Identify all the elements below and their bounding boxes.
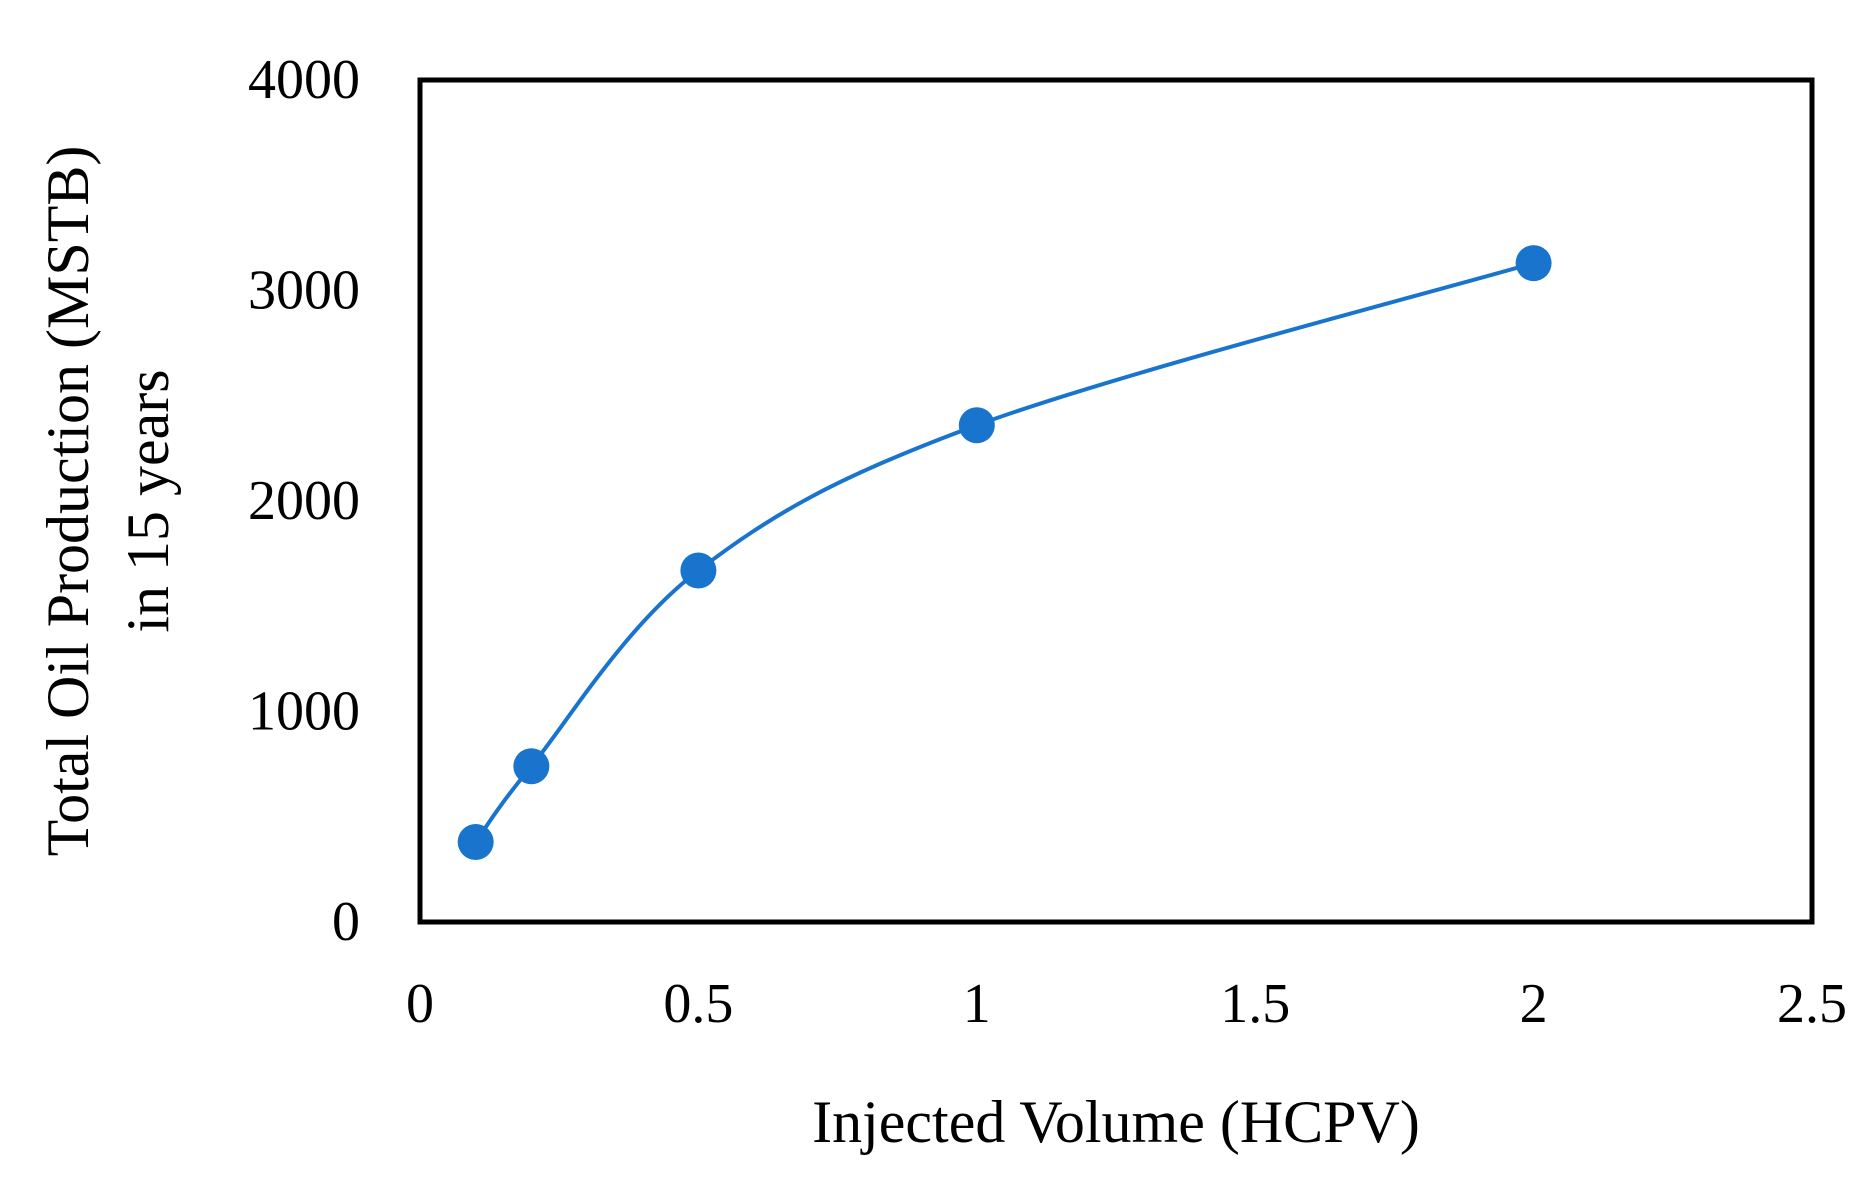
series-layer	[457, 245, 1552, 861]
y-tick-label: 4000	[248, 49, 360, 111]
plot-area-frame	[417, 77, 1815, 925]
y-axis-title-line-1: Total Oil Production (MSTB)	[35, 146, 101, 857]
data-point	[513, 748, 550, 785]
data-point	[457, 824, 494, 861]
data-point	[680, 552, 717, 589]
x-tick-label: 1	[963, 973, 991, 1035]
x-tick-label: 2.5	[1777, 973, 1847, 1035]
series-line	[474, 261, 1535, 844]
y-tick-label: 0	[332, 891, 360, 953]
y-tick-label: 2000	[248, 470, 360, 532]
data-point	[958, 407, 995, 444]
y-tick-label: 3000	[248, 260, 360, 322]
x-tick-label: 0.5	[663, 973, 733, 1035]
x-axis-ticks: 0 0.5 1 1.5 2 2.5	[406, 973, 1847, 1035]
x-tick-label: 2	[1520, 973, 1548, 1035]
x-axis-title: Injected Volume (HCPV)	[812, 1089, 1420, 1155]
x-tick-label: 1.5	[1220, 973, 1290, 1035]
y-axis-ticks: 0 1000 2000 3000 4000	[248, 49, 360, 953]
y-tick-label: 1000	[248, 681, 360, 743]
data-point	[1515, 245, 1552, 282]
y-axis-title-line-2: in 15 years	[115, 369, 181, 632]
x-tick-label: 0	[406, 973, 434, 1035]
